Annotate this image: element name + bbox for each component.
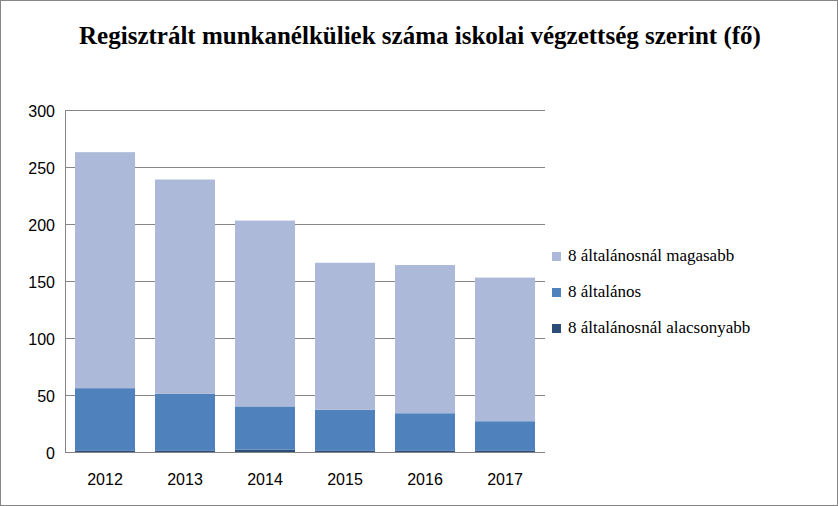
legend-swatch [552, 252, 561, 261]
grid-line [65, 395, 545, 396]
bar [475, 451, 535, 452]
x-axis-line [65, 452, 545, 453]
legend-swatch [552, 324, 561, 333]
x-tick-label: 2012 [87, 471, 123, 488]
bar [235, 221, 295, 407]
grid-line [65, 224, 545, 225]
grid-line [65, 110, 545, 111]
grid-line [65, 452, 545, 453]
title-line: Regisztrált munkanélküliek száma iskolai… [79, 22, 761, 50]
y-tick-label: 100 [28, 331, 55, 348]
y-tick-label: 0 [46, 445, 55, 462]
grid-line [65, 281, 545, 282]
legend-swatch [552, 288, 561, 297]
legend-label: 8 általánosnál alacsonyabb [568, 318, 750, 337]
bar [395, 265, 455, 413]
bar [475, 421, 535, 451]
x-tick-label: 2017 [487, 471, 523, 488]
title: Regisztrált munkanélküliek száma iskolai… [79, 22, 761, 50]
bar [155, 451, 215, 452]
bar [75, 152, 135, 388]
x-tick-label: 2014 [247, 471, 283, 488]
bar [315, 410, 375, 451]
bar [395, 413, 455, 451]
bar [315, 263, 375, 410]
y-axis-line [65, 110, 66, 452]
grid-line [65, 338, 545, 339]
legend-label: 8 általános [568, 282, 641, 301]
bar [235, 450, 295, 452]
chart-border [1, 1, 838, 506]
bar [155, 180, 215, 394]
bar [155, 394, 215, 451]
y-tick-label: 200 [28, 217, 55, 234]
legend-label: 8 általánosnál magasabb [568, 246, 734, 265]
bar [235, 406, 295, 449]
y-tick-label: 50 [37, 388, 55, 405]
y-tick-label: 250 [28, 160, 55, 177]
bar [75, 451, 135, 452]
chart: Regisztrált munkanélküliek száma iskolai… [0, 0, 838, 506]
x-tick-label: 2015 [327, 471, 363, 488]
bars [75, 152, 535, 452]
y-tick-label: 300 [28, 103, 55, 120]
x-tick-label: 2013 [167, 471, 203, 488]
bar [315, 451, 375, 452]
bar [475, 278, 535, 422]
y-tick-label: 150 [28, 274, 55, 291]
bar [75, 388, 135, 451]
bar [395, 451, 455, 452]
grid-line [65, 167, 545, 168]
x-tick-label: 2016 [407, 471, 443, 488]
